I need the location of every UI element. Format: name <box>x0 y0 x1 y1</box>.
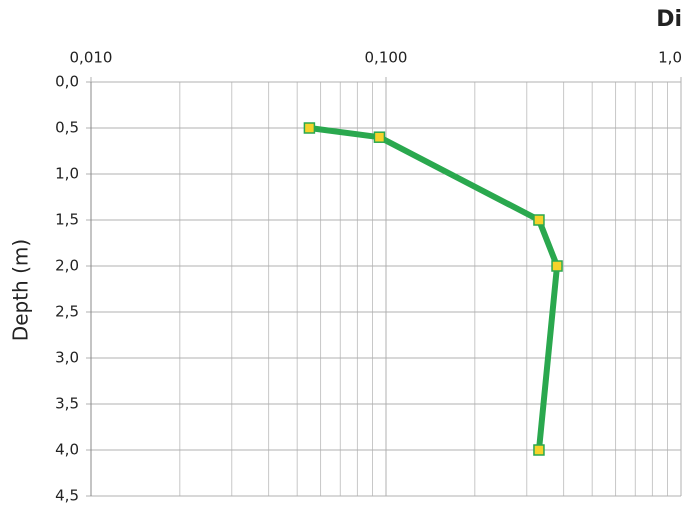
y-tick-label: 1,0 <box>55 165 79 183</box>
y-tick-label: 1,5 <box>55 211 79 229</box>
data-point <box>551 260 563 272</box>
data-point <box>533 444 545 456</box>
data-line <box>309 125 561 451</box>
y-tick-label: 0,0 <box>55 73 79 91</box>
y-tick-label: 2,0 <box>55 257 79 275</box>
x-tick-label: 1,0 <box>658 49 682 67</box>
data-point <box>533 214 545 226</box>
chart-title: Di <box>656 7 682 32</box>
y-axis-label: Depth (m) <box>9 239 33 341</box>
data-point <box>373 131 386 143</box>
y-tick-label: 3,0 <box>55 349 79 367</box>
y-tick-label: 4,0 <box>55 441 79 459</box>
y-tick-label: 3,5 <box>55 395 79 413</box>
y-tick-label: 0,5 <box>55 119 79 137</box>
y-tick-label: 4,5 <box>55 487 79 505</box>
data-point <box>303 122 316 134</box>
x-tick-label: 0,100 <box>365 49 408 67</box>
x-tick-label: 0,010 <box>70 49 113 67</box>
y-tick-label: 2,5 <box>55 303 79 321</box>
